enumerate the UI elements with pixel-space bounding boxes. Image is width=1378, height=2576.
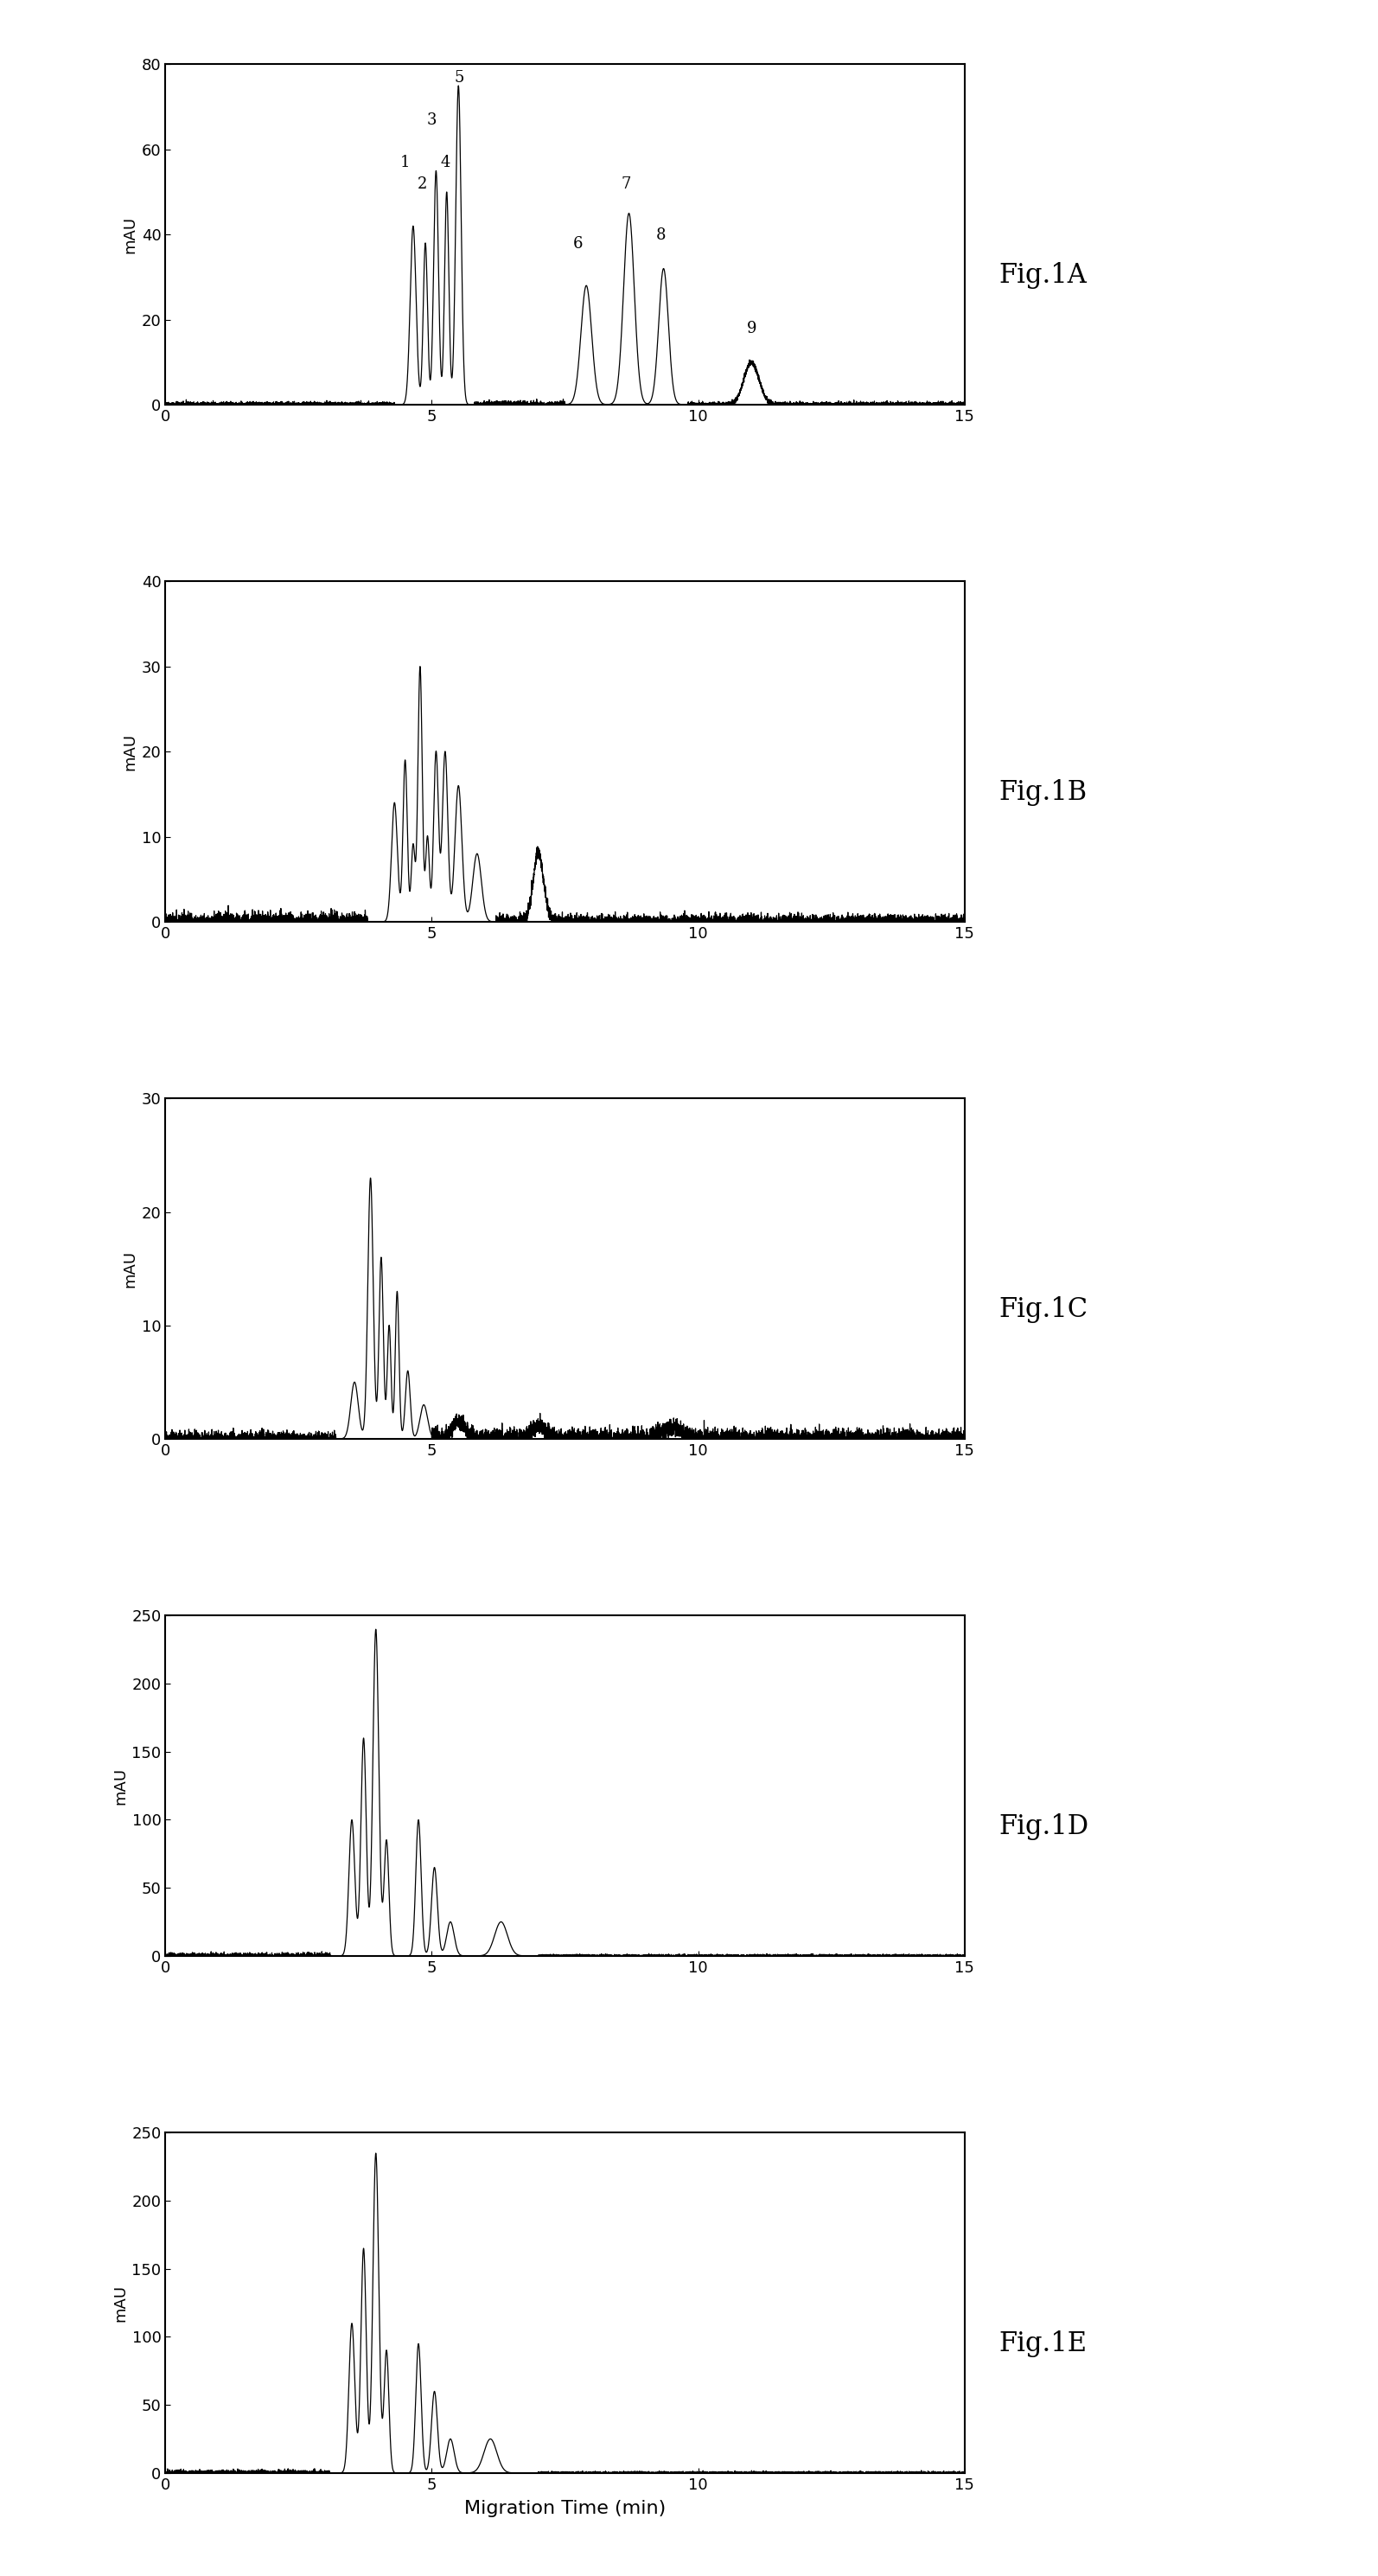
Text: 5: 5 [455,70,464,85]
Y-axis label: mAU: mAU [113,1767,128,1803]
Text: 8: 8 [656,227,666,242]
Y-axis label: mAU: mAU [123,734,138,770]
Text: 7: 7 [621,175,631,193]
Text: Fig.1D: Fig.1D [999,1814,1089,1839]
Y-axis label: mAU: mAU [123,216,138,252]
Text: 9: 9 [747,322,757,337]
Text: Fig.1A: Fig.1A [999,263,1087,289]
Text: Fig.1C: Fig.1C [999,1296,1089,1324]
Y-axis label: mAU: mAU [113,2285,128,2321]
Text: 1: 1 [400,155,411,170]
X-axis label: Migration Time (min): Migration Time (min) [464,2499,666,2517]
Text: Fig.1B: Fig.1B [999,778,1087,806]
Y-axis label: mAU: mAU [123,1249,138,1288]
Text: Fig.1E: Fig.1E [999,2331,1087,2357]
Text: 3: 3 [427,113,437,129]
Text: 2: 2 [418,175,427,193]
Text: 6: 6 [573,237,583,252]
Text: 4: 4 [440,155,451,170]
